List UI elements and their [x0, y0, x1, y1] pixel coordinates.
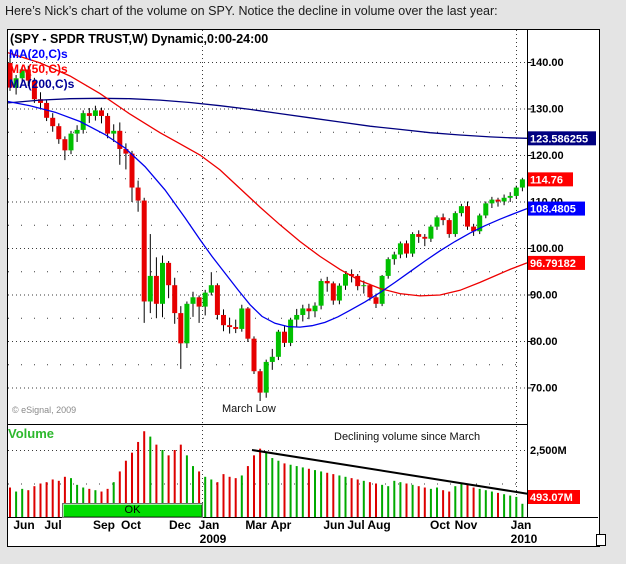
svg-text:Jul: Jul — [347, 518, 364, 532]
svg-text:2,500M: 2,500M — [530, 445, 567, 457]
volume-pane-label: Volume — [8, 426, 54, 441]
annotation-march-low: March Low — [222, 403, 276, 415]
overlay-line-ma20cs — [8, 100, 528, 328]
gridlines — [8, 30, 528, 518]
esignal-watermark: © eSignal, 2009 — [12, 405, 77, 415]
x-axis-labels: Jun Jul Sep Oct Dec Jan Mar Apr Jun Jul Aug Oct Nov J… — [13, 518, 537, 546]
chart-canvas[interactable]: 140.00130.00120.00110.00100.0090.0080.00… — [8, 30, 599, 546]
svg-text:493.07M: 493.07M — [530, 492, 573, 504]
svg-text:Jan: Jan — [511, 518, 532, 532]
svg-text:Apr: Apr — [271, 518, 292, 532]
svg-text:96.79182: 96.79182 — [530, 258, 576, 270]
legend-ma50[interactable]: MA(50,C)s — [9, 62, 68, 76]
legend-ma200[interactable]: MA(200,C)s — [9, 77, 75, 91]
svg-text:90.00: 90.00 — [530, 290, 558, 302]
svg-text:130.00: 130.00 — [530, 104, 564, 116]
svg-text:Jun: Jun — [323, 518, 344, 532]
svg-text:Jul: Jul — [44, 518, 61, 532]
overlay-line-ma50cs — [8, 52, 528, 297]
svg-text:108.4805: 108.4805 — [530, 204, 576, 216]
candlesticks — [8, 54, 525, 401]
svg-text:Aug: Aug — [367, 518, 390, 532]
svg-text:2010: 2010 — [511, 532, 538, 546]
svg-text:140.00: 140.00 — [530, 57, 564, 69]
svg-text:Sep: Sep — [93, 518, 115, 532]
annotation-declining-volume: Declining volume since March — [334, 431, 481, 443]
svg-text:120.00: 120.00 — [530, 150, 564, 162]
svg-text:Jun: Jun — [13, 518, 34, 532]
svg-text:123.586255: 123.586255 — [530, 133, 588, 145]
svg-text:2009: 2009 — [200, 532, 227, 546]
svg-text:70.00: 70.00 — [530, 383, 558, 395]
header-caption: Here’s Nick’s chart of the volume on SPY… — [5, 4, 498, 18]
svg-text:Nov: Nov — [455, 518, 478, 532]
svg-text:Mar: Mar — [245, 518, 267, 532]
svg-text:80.00: 80.00 — [530, 336, 558, 348]
svg-text:Oct: Oct — [430, 518, 450, 532]
svg-text:114.76: 114.76 — [530, 174, 563, 186]
overlay-line-ma200cs — [8, 97, 528, 139]
panel-borders — [8, 30, 598, 518]
svg-text:Oct: Oct — [121, 518, 141, 532]
ok-button[interactable]: OK — [62, 503, 203, 518]
volume-bars — [9, 431, 524, 517]
chart-window: 140.00130.00120.00110.00100.0090.0080.00… — [7, 29, 600, 547]
y-axis-labels: 140.00130.00120.00110.00100.0090.0080.00… — [527, 57, 596, 504]
resize-grip[interactable] — [596, 534, 606, 546]
svg-text:Jan: Jan — [199, 518, 220, 532]
legend-ma20[interactable]: MA(20,C)s — [9, 47, 68, 61]
svg-text:100.00: 100.00 — [530, 243, 564, 255]
volume-trendline — [251, 449, 530, 495]
svg-text:Dec: Dec — [169, 518, 191, 532]
chart-title: (SPY - SPDR TRUST,W) Dynamic,0:00-24:00 — [10, 32, 269, 46]
